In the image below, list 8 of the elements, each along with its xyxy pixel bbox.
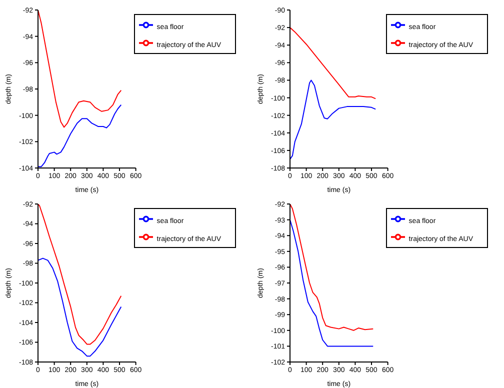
line-series — [38, 104, 122, 168]
line-series — [290, 204, 374, 331]
line-series — [38, 10, 122, 128]
line-series — [38, 258, 122, 357]
line-series — [38, 204, 122, 345]
line-series — [290, 27, 376, 100]
line-series — [290, 219, 374, 347]
line-series — [290, 80, 376, 160]
